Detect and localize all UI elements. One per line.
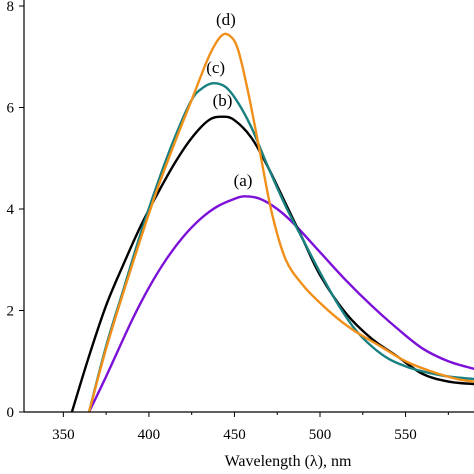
series-layer xyxy=(70,32,474,412)
y-tick-label: 2 xyxy=(7,304,15,320)
x-axis-title: Wavelength (λ), nm xyxy=(225,453,352,470)
x-tick-label: 400 xyxy=(138,427,161,443)
y-tick-label: 6 xyxy=(7,101,15,117)
series-d-line xyxy=(87,32,474,412)
x-tick-label: 500 xyxy=(309,427,332,443)
series-d-label: (d) xyxy=(216,10,236,29)
series-a-line xyxy=(87,195,474,412)
y-tick-label: 4 xyxy=(7,202,15,218)
series-c-label: (c) xyxy=(206,58,225,77)
y-tick-label: 8 xyxy=(7,0,15,15)
y-tick-label: 0 xyxy=(7,405,15,421)
label-layer: (a) (b) (c) (d) xyxy=(206,10,252,190)
series-b-label: (b) xyxy=(213,91,233,110)
series-a-label: (a) xyxy=(234,171,253,190)
axes-layer: 350 400 450 500 550 0 2 4 6 8 xyxy=(7,0,474,443)
x-tick-label: 350 xyxy=(52,427,75,443)
x-tick-label: 550 xyxy=(394,427,417,443)
x-tick-label: 450 xyxy=(223,427,246,443)
